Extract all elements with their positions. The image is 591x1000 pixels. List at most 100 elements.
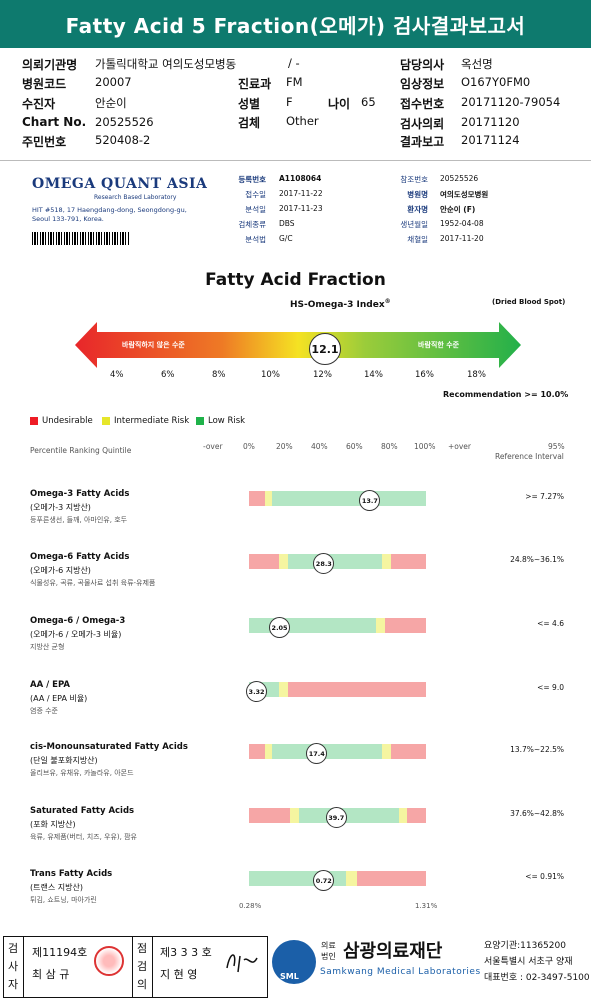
row-note: 튀김, 쇼트닝, 마아가린 [30, 896, 97, 904]
percentile-bar [249, 491, 426, 506]
value-marker: 2.05 [269, 617, 291, 638]
col-value: 2017-11-20 [440, 234, 484, 243]
signature-box [3, 936, 268, 998]
code-value: 20007 [95, 75, 132, 89]
dept-value: FM [286, 75, 303, 89]
ptick: +over [448, 442, 472, 451]
row-subtitle: (트랜스 지방산) [30, 883, 83, 892]
dept-label: 진료과 [238, 77, 272, 91]
bar-segment [264, 744, 272, 759]
bar-segment [390, 554, 426, 569]
row-title: Saturated Fatty Acids [30, 806, 135, 816]
request-value: 20171120 [461, 115, 520, 129]
barcode [32, 232, 130, 245]
percentile-bar [249, 744, 426, 759]
bar-segment [298, 808, 400, 823]
row-title: Omega-6 Fatty Acids [30, 552, 130, 562]
legend-undesirable: Undesirable [30, 416, 93, 426]
org-en: Samkwang Medical Laboratories [320, 967, 481, 977]
hosp-value: 여의도성모병원 [440, 190, 489, 199]
tick: 8% [212, 370, 226, 380]
good-level-label: 바람직한 수준 [418, 341, 460, 349]
org-name: 삼광의료재단 [343, 941, 443, 962]
row-subtitle: (AA / EPA 비율) [30, 694, 88, 703]
anal-label: 분석일 [245, 205, 266, 214]
patient-value: 안순이 [95, 96, 127, 110]
row-note: 염증 수준 [30, 707, 58, 715]
ptick: -over [203, 442, 223, 451]
bar-segment [264, 491, 272, 506]
ptick: 20% [276, 442, 293, 451]
row-title: Omega-6 / Omega-3 [30, 616, 126, 626]
row-note: 식물성유, 곡류, 곡물사료 섭취 육류-유제품 [30, 579, 156, 587]
bar-segment [390, 744, 426, 759]
footer: 검 사 자 제11194호 최 삼 규 점 검 의 제3 3 3 호 지 현 영… [0, 934, 591, 1000]
bar-segment [287, 554, 382, 569]
trans-min: 0.28% [239, 902, 262, 910]
id-value: 520408-2 [95, 133, 151, 147]
divider [0, 160, 591, 161]
test-value: Other [286, 114, 319, 128]
bar-segment [249, 744, 265, 759]
percentile-bar [249, 871, 426, 886]
row-reference: 37.6%~42.8% [510, 809, 564, 818]
lab-logo: OMEGA QUANT ASIA [32, 176, 208, 192]
age-label: 나이 [328, 97, 351, 111]
org-addr: 서울특별시 서초구 양재 [484, 957, 573, 967]
reg-value: A1108064 [279, 174, 322, 183]
value-marker: 17.4 [306, 743, 328, 764]
receipt-value: 20171120-79054 [461, 95, 561, 109]
test-label: 검체 [238, 116, 261, 130]
row-subtitle: (단일 불포화지방산) [30, 756, 98, 765]
sex-value: F [286, 95, 293, 109]
index-title: HS-Omega-3 Index® [290, 298, 391, 310]
method-value: G/C [279, 234, 293, 243]
bar-segment [279, 554, 288, 569]
col-label: 채혈일 [407, 235, 428, 244]
bar-segment [279, 682, 288, 697]
row-title: AA / EPA [30, 680, 71, 690]
percentile-bar [249, 682, 426, 697]
omega-index-arrow [75, 322, 521, 368]
row-reference: 13.7%~22.5% [510, 745, 564, 754]
row-title: Trans Fatty Acids [30, 869, 113, 879]
row-title: cis-Monounsaturated Fatty Acids [30, 742, 188, 752]
value-marker: 0.72 [313, 870, 335, 891]
row-subtitle: (오메가-3 지방산) [30, 503, 91, 512]
clinical-value: O167Y0FM0 [461, 75, 531, 89]
bar-segment [289, 808, 299, 823]
spec-label: 검체종류 [238, 220, 266, 229]
ref-95: 95% [548, 442, 565, 451]
omega-index-value: 12.1 [309, 333, 341, 365]
bar-segment [385, 618, 426, 633]
value-marker: 28.3 [313, 553, 335, 574]
trans-max: 1.31% [415, 902, 438, 910]
method-label: 분석법 [245, 235, 266, 244]
institution-label: 의뢰기관명 [22, 58, 78, 72]
chart-value: 20525526 [95, 115, 154, 129]
code-label: 병원코드 [22, 77, 67, 91]
pt-value: 안순이 (F) [440, 205, 476, 214]
request-label: 검사의뢰 [400, 117, 445, 131]
row-reference: >= 7.27% [525, 492, 564, 501]
age-value: 65 [361, 95, 376, 109]
percentile-label: Percentile Ranking Quintile [30, 446, 132, 455]
refno-label: 참조번호 [400, 175, 428, 184]
ref-interval-label: Reference Interval [495, 452, 564, 461]
tick: 4% [110, 370, 124, 380]
reg-label: 등록번호 [238, 175, 266, 184]
bar-segment [272, 491, 426, 506]
tester-name: 최 삼 규 [32, 968, 70, 981]
tick: 14% [364, 370, 383, 380]
value-marker: 39.7 [325, 807, 347, 828]
recv-label: 접수일 [245, 190, 266, 199]
bar-segment [399, 808, 407, 823]
doctor-value: 옥선명 [461, 57, 493, 71]
recv-value: 2017-11-22 [279, 189, 323, 198]
tick: 12% [313, 370, 332, 380]
legend-low: Low Risk [196, 416, 245, 426]
spec-value: DBS [279, 219, 295, 228]
bar-segment [381, 554, 391, 569]
hosp-label: 병원명 [407, 190, 428, 199]
row-reference: 24.8%~36.1% [510, 555, 564, 564]
